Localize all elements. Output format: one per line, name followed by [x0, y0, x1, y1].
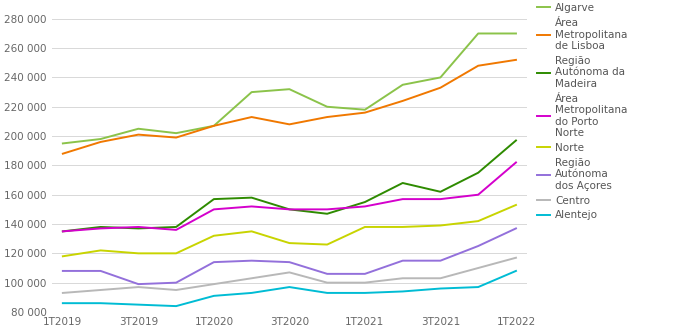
Legend: Algarve, Área
Metropolitana
de Lisboa, Região
Autónoma da
Madeira, Área
Metropol: Algarve, Área Metropolitana de Lisboa, R…	[537, 3, 627, 220]
